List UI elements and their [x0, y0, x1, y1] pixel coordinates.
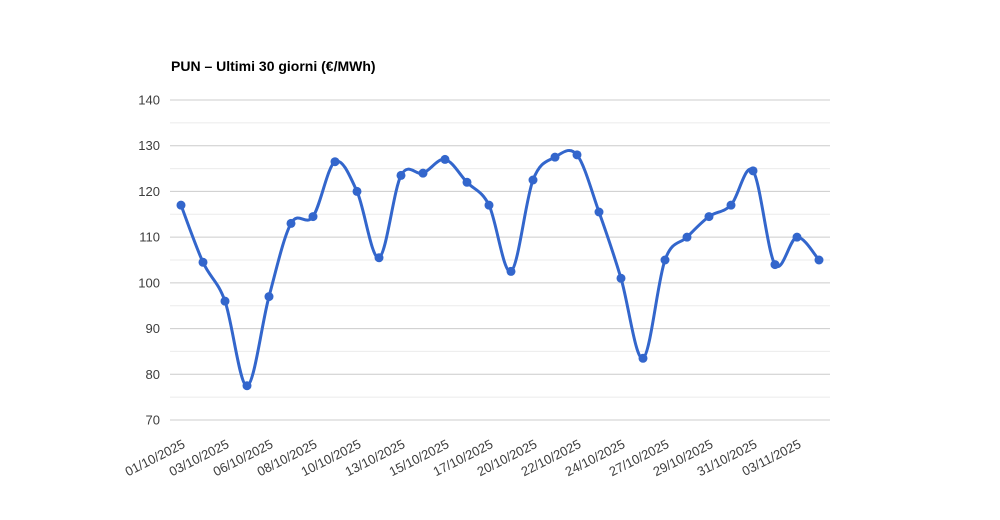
- y-tick-label: 130: [138, 138, 160, 153]
- data-point[interactable]: [792, 232, 802, 242]
- data-point[interactable]: [748, 166, 758, 176]
- y-tick-label: 120: [138, 184, 160, 199]
- data-point[interactable]: [418, 168, 428, 178]
- data-point[interactable]: [594, 207, 604, 217]
- data-point[interactable]: [528, 175, 538, 185]
- data-point[interactable]: [286, 218, 296, 228]
- y-tick-label: 80: [146, 367, 160, 382]
- data-point[interactable]: [726, 200, 736, 210]
- y-tick-label: 70: [146, 413, 160, 428]
- data-point[interactable]: [374, 253, 384, 263]
- data-point[interactable]: [176, 200, 186, 210]
- y-tick-label: 100: [138, 275, 160, 290]
- data-point[interactable]: [484, 200, 494, 210]
- data-point[interactable]: [704, 212, 714, 222]
- data-point[interactable]: [220, 296, 230, 306]
- data-point[interactable]: [330, 157, 340, 167]
- data-point[interactable]: [616, 273, 626, 283]
- data-point[interactable]: [440, 154, 450, 164]
- data-point[interactable]: [506, 266, 516, 276]
- data-point[interactable]: [814, 255, 824, 265]
- y-tick-label: 90: [146, 321, 160, 336]
- data-point[interactable]: [308, 212, 318, 222]
- data-point[interactable]: [572, 150, 582, 160]
- data-point[interactable]: [352, 186, 362, 196]
- y-tick-label: 140: [138, 93, 160, 108]
- data-point[interactable]: [682, 232, 692, 242]
- data-point[interactable]: [198, 257, 208, 267]
- data-point[interactable]: [462, 177, 472, 187]
- data-point[interactable]: [264, 292, 274, 302]
- chart-title: PUN – Ultimi 30 giorni (€/MWh): [171, 58, 376, 74]
- data-point[interactable]: [550, 152, 560, 162]
- series-line: [179, 148, 821, 388]
- data-point[interactable]: [638, 353, 648, 363]
- y-tick-label: 110: [139, 230, 160, 245]
- data-point[interactable]: [770, 260, 780, 270]
- data-point[interactable]: [242, 381, 252, 391]
- data-point[interactable]: [660, 255, 670, 265]
- data-point[interactable]: [396, 170, 406, 180]
